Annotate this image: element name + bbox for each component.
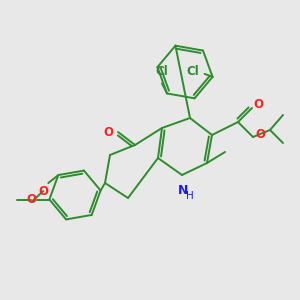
Text: Cl: Cl xyxy=(186,65,199,78)
Text: O: O xyxy=(103,125,113,139)
Text: Cl: Cl xyxy=(156,65,168,78)
Text: O: O xyxy=(255,128,265,142)
Text: O: O xyxy=(253,98,263,112)
Text: O: O xyxy=(26,193,36,206)
Text: H: H xyxy=(186,191,194,201)
Text: O: O xyxy=(38,184,48,198)
Text: N: N xyxy=(178,184,188,197)
